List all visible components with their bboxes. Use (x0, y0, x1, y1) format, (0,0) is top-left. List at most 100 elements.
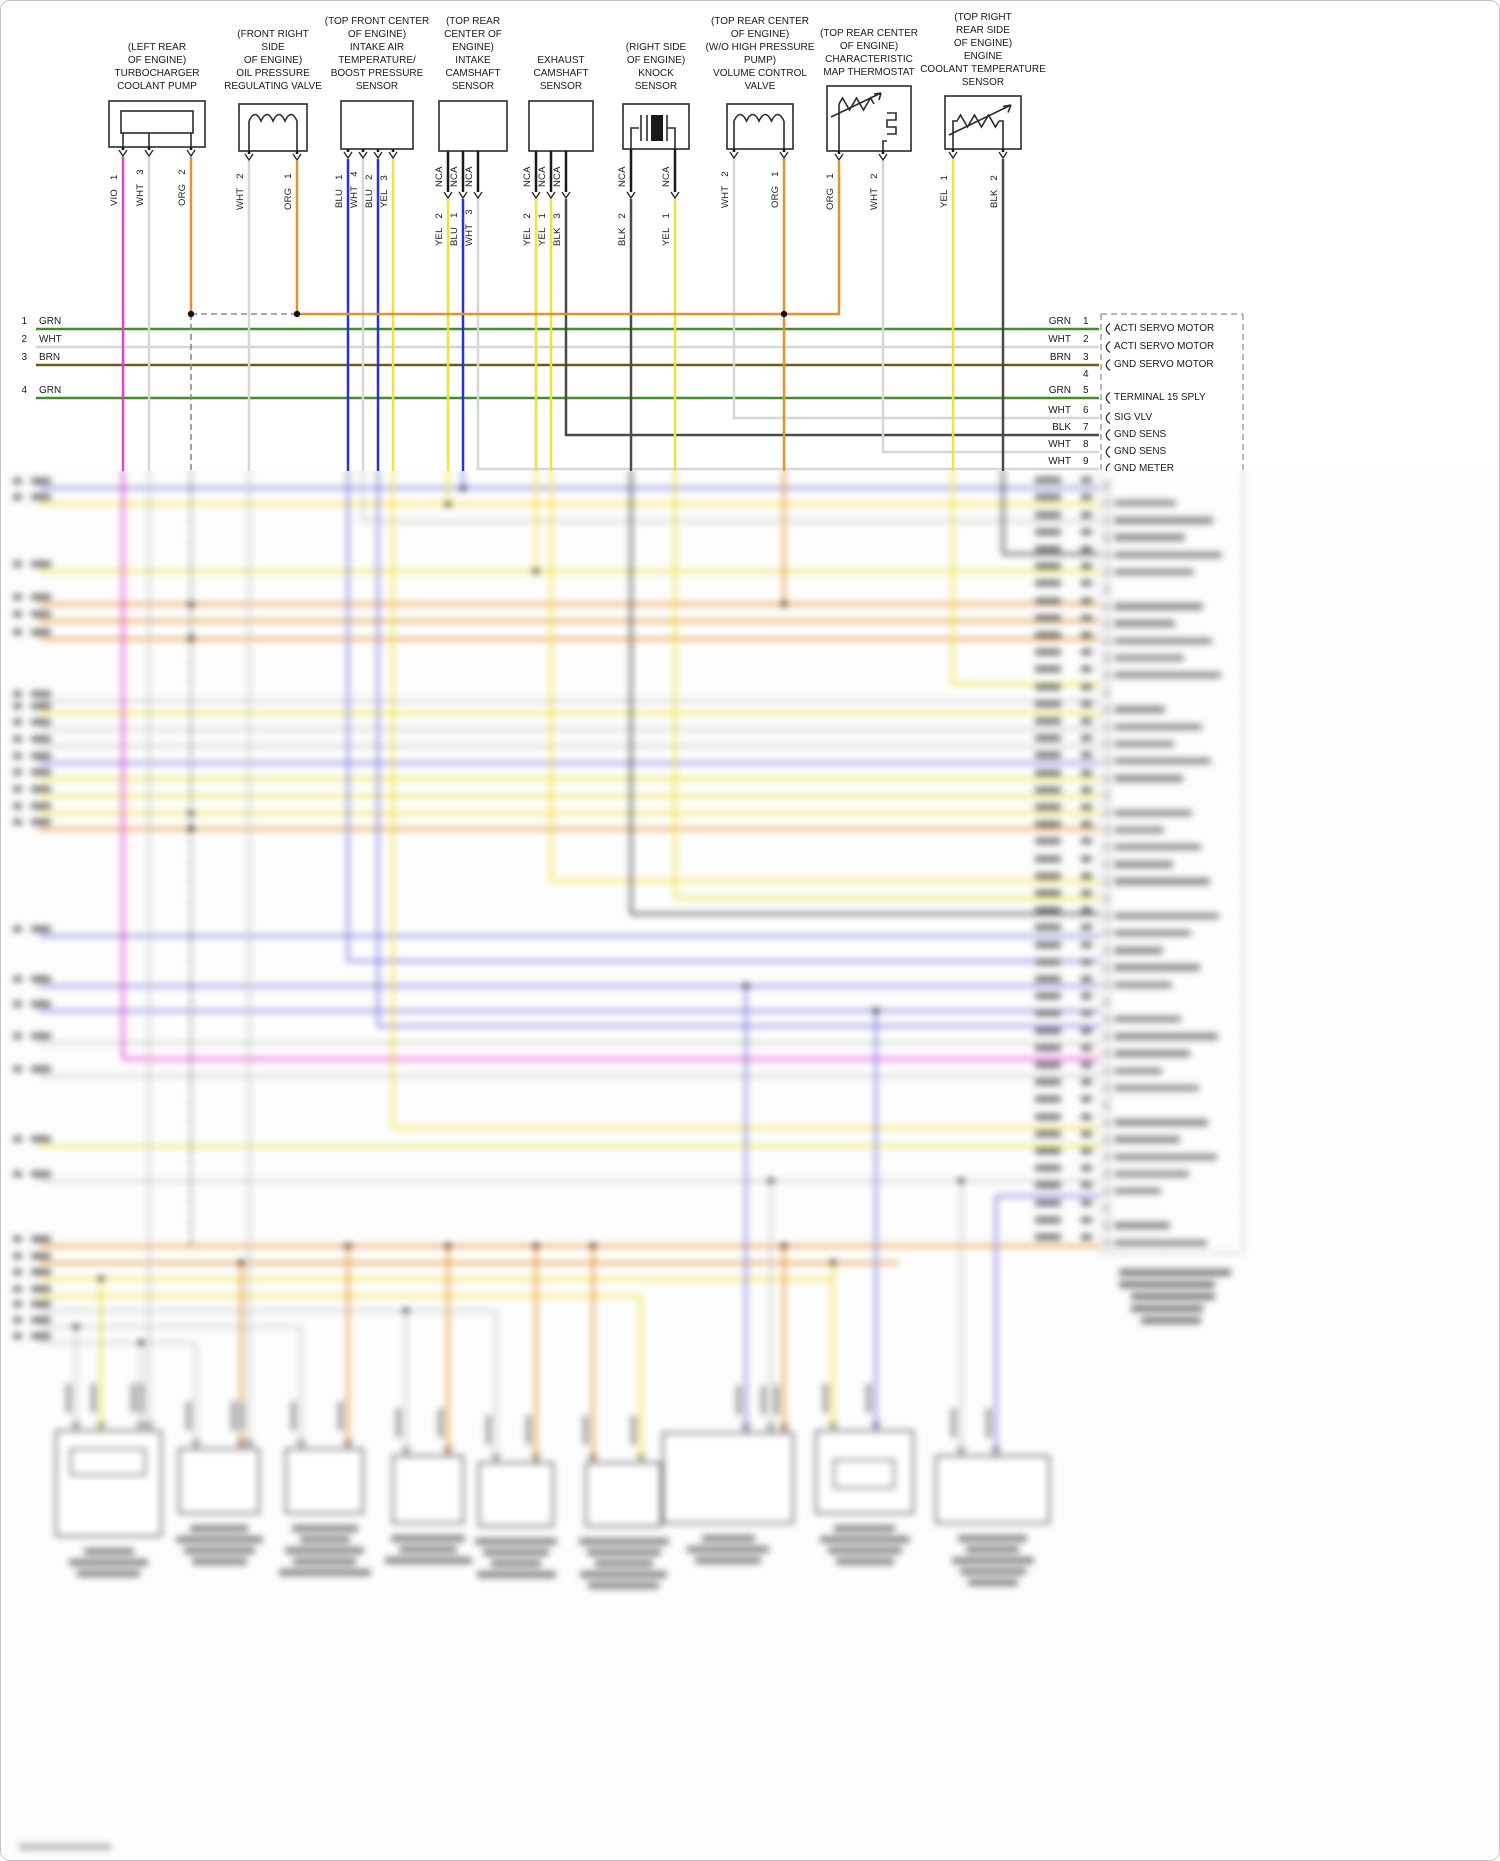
blurred-text (1035, 546, 1061, 552)
connector-wire-color: BRN (1049, 352, 1071, 363)
blurred-text (1114, 964, 1200, 971)
blurred-text (1114, 1153, 1217, 1160)
blurred-text (958, 1535, 1027, 1542)
blurred-text (1035, 941, 1061, 948)
component-title-intake-air-temp-boost-sensor: (TOP FRONT CENTER OF ENGINE) INTAKE AIR … (324, 16, 430, 92)
blurred-text (1081, 769, 1092, 776)
blurred-text (1114, 929, 1191, 937)
blurred-text (31, 611, 51, 617)
blurred-text (1081, 924, 1092, 931)
connector-pin-number: 3 (1083, 352, 1089, 363)
blurred-text (1035, 1199, 1061, 1206)
blurred-text (1114, 671, 1221, 679)
component-title-knock-sensor: (RIGHT SIDE OF ENGINE) KNOCK SENSOR (625, 42, 687, 92)
blurred-text (13, 629, 22, 635)
blurred-text (1081, 597, 1092, 604)
blurred-text (1081, 941, 1092, 948)
blurred-text (761, 1385, 766, 1415)
blurred-text (1035, 718, 1061, 724)
blurred-text (1081, 632, 1092, 638)
blurred-text (13, 1253, 22, 1259)
blurred-text (951, 1557, 1034, 1564)
blurred-text (594, 1560, 653, 1567)
blurred-text (1114, 568, 1194, 576)
blurred-text (1035, 1044, 1061, 1051)
blurred-text (1114, 1170, 1189, 1178)
blurred-text (486, 1415, 491, 1445)
pin-label: YEL 1 (661, 212, 672, 246)
blurred-text (1081, 1182, 1092, 1189)
component-title-intake-camshaft-sensor: (TOP REAR CENTER OF ENGINE) INTAKE CAMSH… (444, 16, 502, 92)
blurred-text (1035, 528, 1061, 535)
pin-label: BLU 2 (364, 174, 375, 208)
blurred-text (13, 803, 22, 809)
blurred-text (13, 736, 22, 742)
connector-pin-number: 4 (1083, 369, 1089, 380)
blurred-text (191, 1558, 247, 1565)
blurred-text (687, 1546, 769, 1553)
blurred-text (1035, 511, 1061, 518)
blurred-text (299, 1536, 350, 1543)
connector-signal-label: ACTI SERVO MOTOR (1114, 341, 1215, 352)
blurred-text (91, 1383, 96, 1413)
blurred-text (31, 786, 51, 792)
blurred-text (1035, 769, 1061, 776)
blurred-text (1081, 1113, 1092, 1120)
blurred-text (19, 1844, 111, 1850)
blurred-text (13, 819, 22, 825)
blurred-text (183, 1547, 255, 1554)
blurred-text (1081, 1216, 1092, 1223)
blurred-text (1114, 654, 1184, 662)
blurred-text (1035, 494, 1061, 501)
blurred-text (291, 1401, 296, 1431)
connector-pin-number: 8 (1083, 439, 1089, 450)
blurred-text (1081, 976, 1092, 982)
blurred-text (1035, 1148, 1061, 1154)
blurred-text (695, 1557, 761, 1564)
blurred-text (31, 1301, 51, 1307)
connector-arrows (118, 149, 1008, 200)
blurred-text (736, 1385, 741, 1415)
blurred-text (1081, 528, 1092, 535)
blurred-text (31, 691, 51, 697)
blurred-text (1035, 597, 1061, 604)
pin-label-nca: NCA (464, 166, 475, 187)
blurred-text (1081, 1044, 1092, 1051)
blurred-text (1114, 551, 1222, 558)
blurred-text (1035, 1130, 1061, 1137)
blurred-text (139, 1383, 144, 1413)
pin-label-nca: NCA (434, 166, 445, 187)
blurred-text (1081, 735, 1092, 742)
blurred-text (1035, 683, 1061, 690)
blurred-text (131, 1383, 136, 1413)
blurred-text (1081, 563, 1092, 570)
connector-wire-color: BLK (1052, 422, 1071, 433)
wire-row-number: 3 (21, 352, 27, 363)
blurred-text (1114, 1015, 1181, 1023)
connector-pin-number: 9 (1083, 456, 1089, 467)
connector-signal-label: GND SENS (1114, 446, 1167, 457)
blurred-text (1114, 1187, 1161, 1195)
blurred-text (986, 1408, 991, 1438)
blurred-text (293, 1558, 356, 1565)
pin-label-nca: NCA (661, 166, 672, 187)
blurred-text (827, 1547, 902, 1554)
blurred-text (1114, 740, 1174, 748)
pin-label-nca: NCA (449, 166, 460, 187)
blurred-text (31, 736, 51, 742)
blurred-text (31, 719, 51, 725)
blurred-text (1081, 649, 1092, 656)
blurred-text (175, 1536, 263, 1543)
pin-label: BLU 1 (334, 174, 345, 208)
blurred-text (31, 1253, 51, 1259)
blurred-text (190, 1525, 248, 1532)
blurred-text (31, 478, 51, 484)
pin-label: WHT 3 (135, 169, 146, 206)
blurred-text (13, 1269, 22, 1275)
component-title-engine-coolant-temperature-sensor: (TOP RIGHT REAR SIDE OF ENGINE) ENGINE C… (920, 12, 1046, 88)
blurred-text (1081, 1165, 1092, 1172)
pin-label: YEL 3 (379, 174, 390, 208)
blurred-text (1081, 1148, 1092, 1154)
wire-row-number: 1 (21, 316, 27, 327)
pin-label: YEL 2 (522, 212, 533, 246)
